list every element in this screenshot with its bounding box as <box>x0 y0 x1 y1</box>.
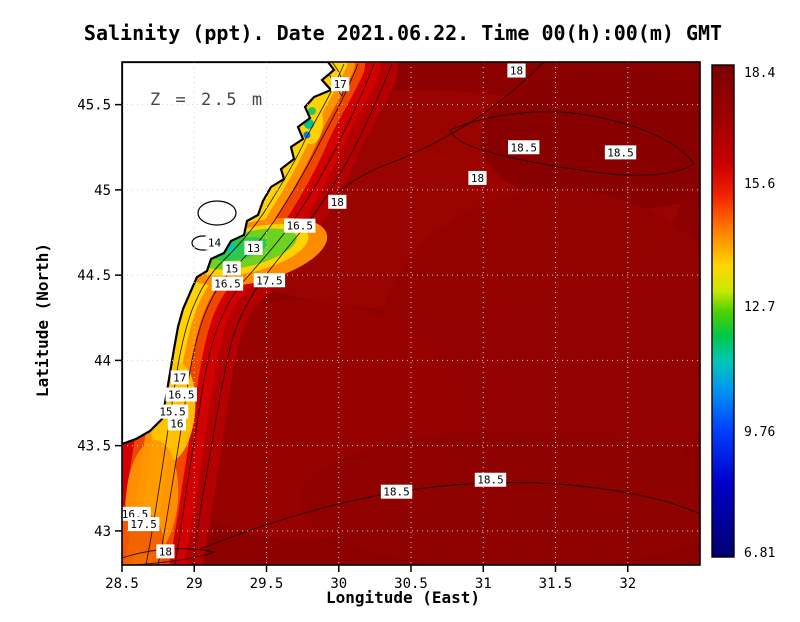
contour-label: 18.5 <box>383 486 410 499</box>
contour-label-box <box>328 194 347 209</box>
x-tick-label: 32 <box>619 576 636 592</box>
river-mouth-dot <box>308 107 316 115</box>
contour-label-box <box>380 484 413 499</box>
colorbar-tick-label: 15.6 <box>744 177 775 192</box>
y-tick-label: 45.5 <box>77 98 111 114</box>
colorbar-tick-label: 6.81 <box>744 546 775 561</box>
contour-label-box <box>604 145 637 160</box>
contour-label: 18 <box>159 545 172 558</box>
contour-label-box <box>170 370 189 385</box>
contour-labels: 17 18 18.5 18.5 18 18 16.5 14 13 15 16.5 17.5 17 16.5… <box>119 63 637 559</box>
colorbar: 18.4 15.6 12.7 9.76 6.81 <box>711 64 775 561</box>
colorbar-tick-label: 12.7 <box>744 300 775 315</box>
contour-label-box <box>127 517 160 532</box>
axis-ticks: 28.5 29 29.5 30 30.5 31 31.5 32 43 43.5 44 44.5 45 45… <box>77 98 636 592</box>
y-tick-label: 44.5 <box>77 268 111 284</box>
contour-label-box <box>165 387 197 402</box>
x-tick-label: 30 <box>330 576 347 592</box>
contour-label-box <box>507 63 526 78</box>
contour-label: 18.5 <box>510 141 537 154</box>
colorbar-tick-label: 18.4 <box>744 66 775 81</box>
contour-label: 18 <box>510 65 523 78</box>
x-tick-label: 31 <box>475 576 492 592</box>
colorbar-tick-label: 9.76 <box>744 425 775 440</box>
contour-label: 13 <box>247 242 260 255</box>
x-tick-label: 29 <box>186 576 203 592</box>
sea-shade-blob <box>380 190 700 490</box>
coastal-lagoon <box>197 200 237 226</box>
contour-label-box <box>167 416 187 431</box>
contour-label: 18.5 <box>607 146 634 159</box>
contour-label: 15.5 <box>159 406 186 419</box>
contour-lines <box>122 62 700 565</box>
contour-label: 17 <box>334 78 347 91</box>
contour-label: 14 <box>208 237 222 250</box>
contour-label-box <box>284 218 316 233</box>
chart-title: Salinity (ppt). Date 2021.06.22. Time 00… <box>84 21 722 45</box>
contour-label: 16.5 <box>286 220 313 233</box>
y-tick-label: 43.5 <box>77 439 111 455</box>
x-tick-label: 29.5 <box>250 576 284 592</box>
contour-label-box <box>244 240 263 255</box>
contour-label: 16.5 <box>168 388 195 401</box>
y-axis-title: Latitude (North) <box>33 243 52 397</box>
contour-label: 18 <box>471 172 484 185</box>
contour-label: 17.5 <box>130 518 157 531</box>
contour-label-box <box>156 404 189 419</box>
contour-label: 17.5 <box>256 274 283 287</box>
contour-label-box <box>205 235 224 250</box>
contour-label: 17 <box>173 371 186 384</box>
contour-label-box <box>468 170 487 185</box>
x-tick-label: 28.5 <box>105 576 139 592</box>
contour-label: 16 <box>170 417 183 430</box>
contour-label: 18 <box>331 196 344 209</box>
x-axis-title: Longitude (East) <box>326 588 480 607</box>
land-region <box>122 62 336 446</box>
contour-label-box <box>222 261 241 276</box>
colorbar-labels: 18.4 15.6 12.7 9.76 6.81 <box>744 66 775 561</box>
depth-annotation: Z = 2.5 m <box>150 90 265 110</box>
contour-label: 16.5 <box>214 278 241 291</box>
sea-shade-blob <box>300 430 700 565</box>
x-tick-label: 31.5 <box>539 576 573 592</box>
contour-label-box <box>211 276 244 291</box>
colorbar-bar <box>711 64 735 558</box>
x-tick-label: 30.5 <box>394 576 428 592</box>
y-tick-label: 43 <box>94 524 111 540</box>
contour-label-box <box>156 544 175 559</box>
y-tick-label: 45 <box>94 183 111 199</box>
y-tick-label: 44 <box>94 353 111 369</box>
contour-label: 15 <box>225 262 238 275</box>
contour-label-box <box>253 273 286 288</box>
contour-label-box <box>508 140 540 155</box>
contour-label: 18.5 <box>477 474 504 487</box>
coastline <box>122 62 336 446</box>
contour-label-box <box>474 472 507 487</box>
contour-label-box <box>331 77 350 92</box>
